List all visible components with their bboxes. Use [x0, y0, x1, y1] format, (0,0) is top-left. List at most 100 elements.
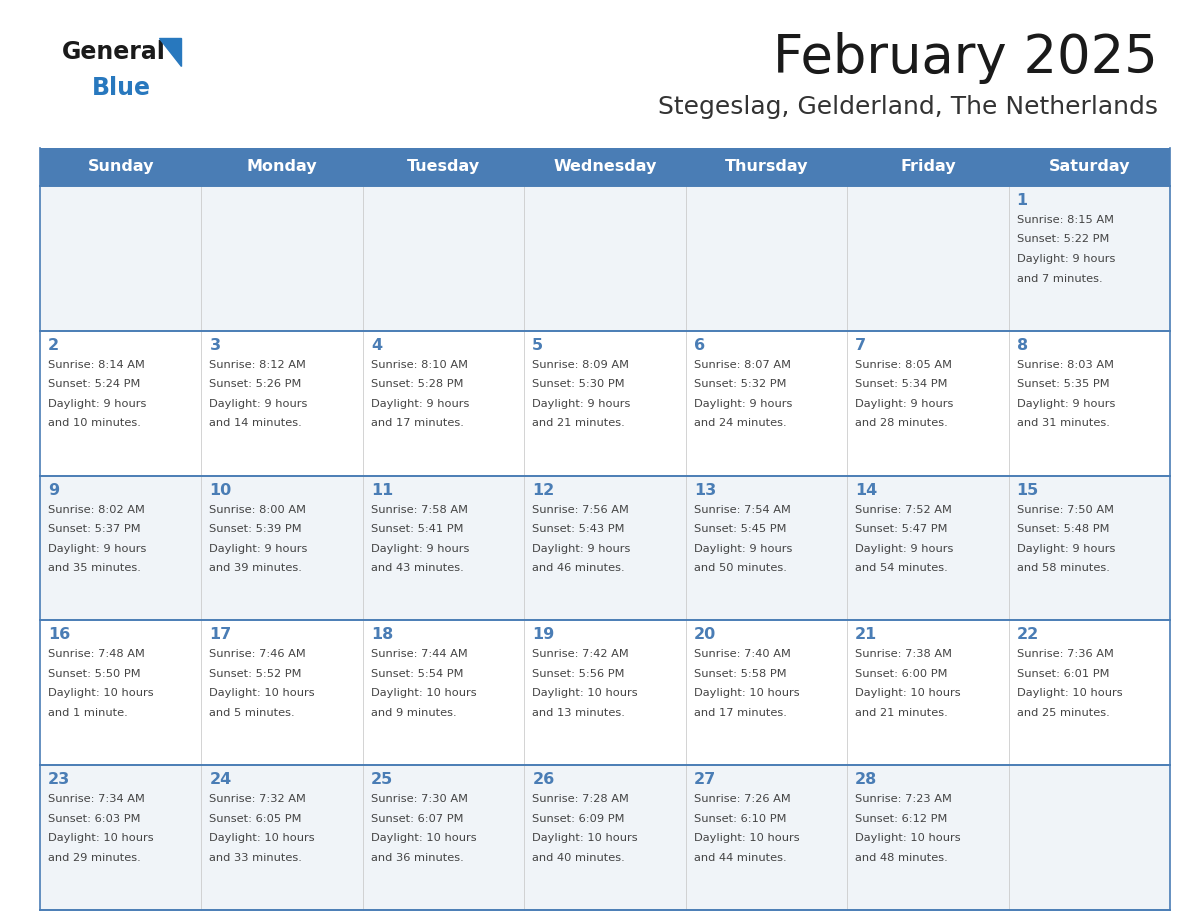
Text: Sunset: 6:12 PM: Sunset: 6:12 PM [855, 813, 948, 823]
Text: 7: 7 [855, 338, 866, 353]
Text: and 28 minutes.: and 28 minutes. [855, 419, 948, 429]
Text: Daylight: 9 hours: Daylight: 9 hours [209, 543, 308, 554]
Text: and 36 minutes.: and 36 minutes. [371, 853, 463, 863]
Bar [40, 186, 1170, 330]
Text: Sunrise: 7:42 AM: Sunrise: 7:42 AM [532, 649, 628, 659]
Text: Sunset: 6:07 PM: Sunset: 6:07 PM [371, 813, 463, 823]
Text: Sunset: 5:28 PM: Sunset: 5:28 PM [371, 379, 463, 389]
Text: and 48 minutes.: and 48 minutes. [855, 853, 948, 863]
Text: Thursday: Thursday [725, 160, 808, 174]
Text: and 5 minutes.: and 5 minutes. [209, 708, 295, 718]
Text: and 40 minutes.: and 40 minutes. [532, 853, 625, 863]
Text: Daylight: 10 hours: Daylight: 10 hours [48, 688, 153, 699]
Text: and 13 minutes.: and 13 minutes. [532, 708, 625, 718]
Bar [685, 148, 847, 186]
Text: Daylight: 9 hours: Daylight: 9 hours [1017, 543, 1116, 554]
Text: Sunset: 5:26 PM: Sunset: 5:26 PM [209, 379, 302, 389]
Text: Sunset: 5:45 PM: Sunset: 5:45 PM [694, 524, 786, 534]
Text: Blue: Blue [91, 76, 151, 100]
Text: Daylight: 9 hours: Daylight: 9 hours [694, 398, 792, 409]
Text: Sunrise: 7:30 AM: Sunrise: 7:30 AM [371, 794, 468, 804]
Text: Sunrise: 7:38 AM: Sunrise: 7:38 AM [855, 649, 952, 659]
Text: 4: 4 [371, 338, 383, 353]
Text: Daylight: 9 hours: Daylight: 9 hours [1017, 254, 1116, 264]
Text: Sunset: 5:41 PM: Sunset: 5:41 PM [371, 524, 463, 534]
Text: and 54 minutes.: and 54 minutes. [855, 563, 948, 573]
Text: Sunrise: 7:23 AM: Sunrise: 7:23 AM [855, 794, 952, 804]
Text: 3: 3 [209, 338, 221, 353]
Polygon shape [159, 38, 181, 66]
Text: and 29 minutes.: and 29 minutes. [48, 853, 140, 863]
Text: and 25 minutes.: and 25 minutes. [1017, 708, 1110, 718]
Text: 11: 11 [371, 483, 393, 498]
Bar [40, 148, 202, 186]
Text: Saturday: Saturday [1049, 160, 1130, 174]
Text: Sunrise: 8:07 AM: Sunrise: 8:07 AM [694, 360, 791, 370]
Text: Sunrise: 8:00 AM: Sunrise: 8:00 AM [209, 505, 307, 515]
Text: 23: 23 [48, 772, 70, 788]
Text: and 24 minutes.: and 24 minutes. [694, 419, 786, 429]
Text: Daylight: 9 hours: Daylight: 9 hours [209, 398, 308, 409]
Text: Daylight: 10 hours: Daylight: 10 hours [209, 688, 315, 699]
Text: Sunrise: 7:32 AM: Sunrise: 7:32 AM [209, 794, 307, 804]
Text: 26: 26 [532, 772, 555, 788]
Text: Daylight: 9 hours: Daylight: 9 hours [532, 398, 631, 409]
Text: 2: 2 [48, 338, 59, 353]
Text: Wednesday: Wednesday [554, 160, 657, 174]
Text: Daylight: 9 hours: Daylight: 9 hours [855, 543, 954, 554]
Text: 28: 28 [855, 772, 878, 788]
Text: Sunrise: 7:54 AM: Sunrise: 7:54 AM [694, 505, 790, 515]
Text: Sunrise: 7:28 AM: Sunrise: 7:28 AM [532, 794, 630, 804]
Text: Sunrise: 7:34 AM: Sunrise: 7:34 AM [48, 794, 145, 804]
Text: Tuesday: Tuesday [407, 160, 480, 174]
Text: and 14 minutes.: and 14 minutes. [209, 419, 302, 429]
Text: Daylight: 10 hours: Daylight: 10 hours [694, 834, 800, 844]
Text: and 46 minutes.: and 46 minutes. [532, 563, 625, 573]
Text: Daylight: 10 hours: Daylight: 10 hours [371, 688, 476, 699]
Text: Sunrise: 7:48 AM: Sunrise: 7:48 AM [48, 649, 145, 659]
Text: Sunrise: 7:46 AM: Sunrise: 7:46 AM [209, 649, 307, 659]
Text: Sunrise: 8:10 AM: Sunrise: 8:10 AM [371, 360, 468, 370]
Text: Sunrise: 7:26 AM: Sunrise: 7:26 AM [694, 794, 790, 804]
Text: 5: 5 [532, 338, 543, 353]
Text: and 33 minutes.: and 33 minutes. [209, 853, 302, 863]
Text: and 10 minutes.: and 10 minutes. [48, 419, 141, 429]
Text: 10: 10 [209, 483, 232, 498]
Text: Daylight: 10 hours: Daylight: 10 hours [855, 834, 961, 844]
Text: and 35 minutes.: and 35 minutes. [48, 563, 141, 573]
Text: Daylight: 10 hours: Daylight: 10 hours [209, 834, 315, 844]
Bar [202, 148, 362, 186]
Text: 9: 9 [48, 483, 59, 498]
Text: Daylight: 9 hours: Daylight: 9 hours [532, 543, 631, 554]
Text: Sunset: 6:05 PM: Sunset: 6:05 PM [209, 813, 302, 823]
Text: Stegeslag, Gelderland, The Netherlands: Stegeslag, Gelderland, The Netherlands [658, 95, 1158, 119]
Bar [847, 148, 1009, 186]
Text: Daylight: 9 hours: Daylight: 9 hours [855, 398, 954, 409]
Text: February 2025: February 2025 [773, 32, 1158, 84]
Text: Sunset: 5:34 PM: Sunset: 5:34 PM [855, 379, 948, 389]
Text: Sunset: 5:56 PM: Sunset: 5:56 PM [532, 669, 625, 679]
Text: 12: 12 [532, 483, 555, 498]
Text: Daylight: 9 hours: Daylight: 9 hours [48, 543, 146, 554]
Text: 14: 14 [855, 483, 878, 498]
Text: Sunrise: 7:36 AM: Sunrise: 7:36 AM [1017, 649, 1113, 659]
Text: Sunrise: 7:44 AM: Sunrise: 7:44 AM [371, 649, 468, 659]
Text: Daylight: 10 hours: Daylight: 10 hours [1017, 688, 1123, 699]
Text: 22: 22 [1017, 627, 1038, 643]
Text: 1: 1 [1017, 193, 1028, 208]
Text: Daylight: 9 hours: Daylight: 9 hours [1017, 398, 1116, 409]
Text: Sunset: 6:10 PM: Sunset: 6:10 PM [694, 813, 786, 823]
Text: 15: 15 [1017, 483, 1038, 498]
Text: Daylight: 9 hours: Daylight: 9 hours [694, 543, 792, 554]
Text: 20: 20 [694, 627, 716, 643]
Bar [524, 148, 685, 186]
Text: Daylight: 10 hours: Daylight: 10 hours [532, 834, 638, 844]
Text: and 17 minutes.: and 17 minutes. [371, 419, 463, 429]
Text: and 50 minutes.: and 50 minutes. [694, 563, 786, 573]
Bar [1009, 148, 1170, 186]
Text: 16: 16 [48, 627, 70, 643]
Text: Sunset: 5:37 PM: Sunset: 5:37 PM [48, 524, 140, 534]
Text: Sunset: 5:30 PM: Sunset: 5:30 PM [532, 379, 625, 389]
Bar [40, 330, 1170, 476]
Text: 6: 6 [694, 338, 704, 353]
